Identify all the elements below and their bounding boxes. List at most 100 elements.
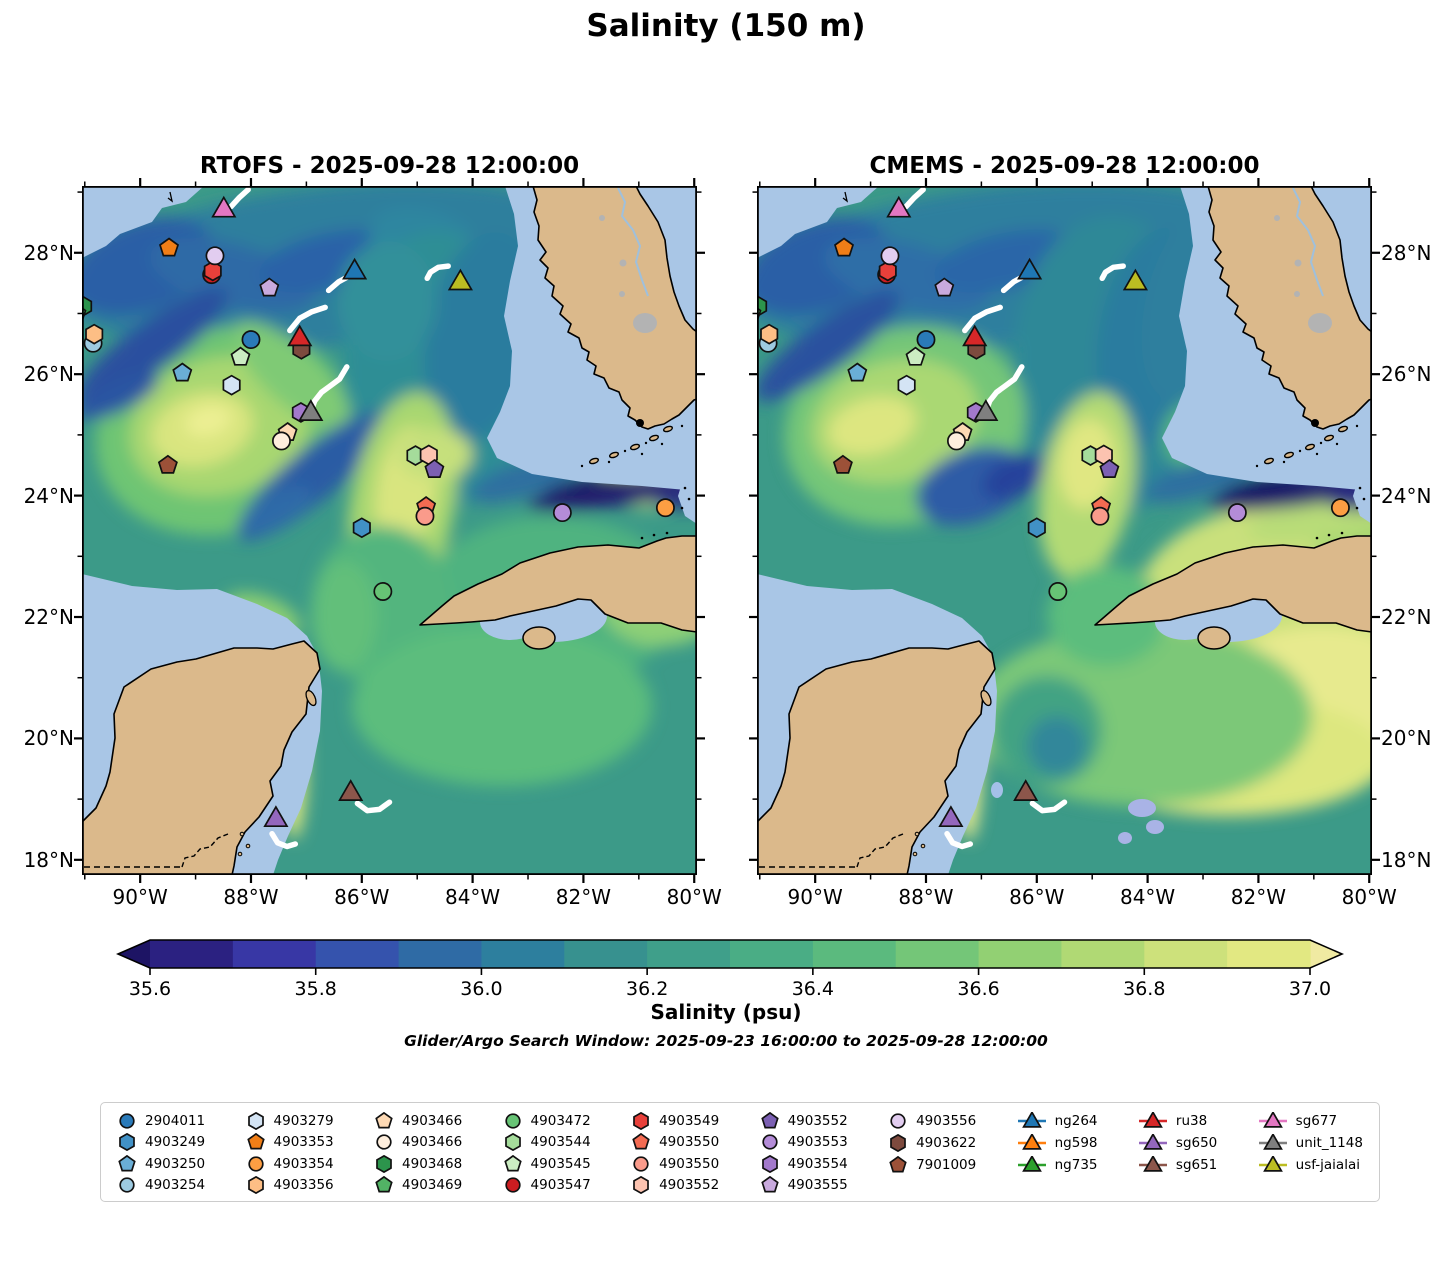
glider-marker-usf-jaialai (447, 268, 473, 291)
legend-circle-icon (504, 1113, 521, 1129)
glider-track-sg677 (228, 186, 251, 210)
legend-label: 4903279 (273, 1112, 334, 1129)
legend-marker-ng735 (1017, 1156, 1046, 1172)
legend-triangle-icon (1143, 1156, 1163, 1172)
colorbar-tick-36.8: 36.8 (1123, 978, 1165, 1000)
legend-marker-4903550 (632, 1133, 650, 1150)
colorbar-tick-36.4: 36.4 (792, 978, 834, 1000)
lon-label-0-88: 88°W (223, 885, 279, 909)
argo-marker-4903549 (878, 260, 897, 282)
legend-hexagon-icon (376, 1154, 392, 1173)
legend-column: ru38 sg650 sg651 (1138, 1110, 1217, 1196)
legend-triangle-icon (1021, 1134, 1042, 1150)
legend-marker-ru38 (1138, 1112, 1167, 1128)
colorbar-tick-37.0: 37.0 (1289, 978, 1331, 1000)
lon-label-0-80: 80°W (666, 885, 722, 909)
legend-item-4903279: 4903279 (246, 1110, 334, 1132)
legend-marker-4903545 (503, 1154, 522, 1172)
glider-track-sg651 (354, 799, 393, 814)
legend-triangle-icon (1262, 1156, 1283, 1172)
colorbar: 35.6 35.8 36.0 36.2 36.4 36.6 36.8 37.0 (116, 939, 1344, 1000)
legend-marker-4903250 (118, 1154, 136, 1172)
map-frame (81, 185, 698, 876)
colorbar-tick-35.6: 35.6 (129, 978, 171, 1000)
legend-pentagon-icon (889, 1156, 907, 1173)
lon-label-1-86: 86°W (1009, 885, 1065, 909)
legend-label: 4903545 (530, 1155, 591, 1172)
legend-item-sg650: sg650 (1138, 1132, 1217, 1154)
legend-item-4903553: 4903553 (760, 1132, 848, 1154)
glider-track-sg650 (269, 830, 299, 850)
argo-marker-4903353 (159, 237, 180, 257)
colorbar-over-arrow (1310, 940, 1342, 968)
legend-marker-4903254 (119, 1177, 135, 1193)
legend-label: 4903553 (787, 1134, 848, 1151)
colorbar-tick-35.8: 35.8 (295, 978, 337, 1000)
argo-marker-4903553 (1227, 503, 1247, 523)
lat-label-left-20: 20°N (23, 726, 74, 751)
legend-column: 4903549 4903550 4903550 4903552 (631, 1110, 719, 1196)
legend-item-4903468: 4903468 (374, 1153, 462, 1175)
map-cmems (749, 178, 1380, 883)
argo-marker-4903550 (1090, 506, 1110, 526)
glider-track-sg677 (903, 186, 926, 210)
argo-marker-2904011 (916, 330, 936, 350)
legend-label: sg651 (1175, 1157, 1218, 1173)
legend-pentagon-icon (632, 1133, 650, 1150)
glider-track-sg650 (944, 830, 974, 850)
legend-hexagon-icon (761, 1154, 778, 1173)
colorbar-under-arrow (118, 940, 150, 968)
glider-marker-sg651 (338, 779, 364, 801)
legend-label: 4903472 (530, 1112, 591, 1129)
legend-marker-sg677 (1258, 1112, 1287, 1128)
legend-item-4903354: 4903354 (246, 1153, 334, 1175)
map-rtofs (74, 178, 705, 883)
lon-label-0-84: 84°W (444, 885, 501, 909)
argo-marker-4903472 (1048, 582, 1068, 601)
lat-label-left-18: 18°N (23, 847, 74, 872)
legend-item-4903472: 4903472 (503, 1110, 591, 1132)
argo-marker-4903250 (847, 362, 868, 382)
legend-triangle-icon (1143, 1112, 1163, 1128)
argo-marker-4903466 (947, 431, 966, 451)
legend-hexagon-icon (119, 1133, 135, 1152)
legend-item-unit_1148: unit_1148 (1258, 1132, 1363, 1154)
legend-marker-4903556 (890, 1113, 906, 1129)
argo-marker-4903279 (222, 374, 241, 396)
glider-track-sg651 (1029, 799, 1068, 814)
legend-hexagon-icon (633, 1176, 649, 1195)
panel-title-cmems: CMEMS - 2025-09-28 12:00:00 (869, 153, 1260, 179)
legend-triangle-icon (1262, 1134, 1283, 1150)
legend-item-4903250: 4903250 (117, 1153, 205, 1175)
argo-marker-4903353 (834, 237, 855, 257)
colorbar-tick-36.2: 36.2 (626, 978, 668, 1000)
glider-track-unit_1148 (309, 364, 350, 412)
argo-marker-4903472 (373, 582, 393, 601)
legend-label: unit_1148 (1295, 1135, 1363, 1151)
lon-label-0-86: 86°W (334, 885, 390, 909)
legend-label: ru38 (1175, 1113, 1208, 1129)
legend-marker-4903353 (246, 1133, 265, 1150)
legend-marker-7901009 (889, 1156, 907, 1173)
legend-item-usf-jaialai: usf-jaialai (1258, 1154, 1363, 1176)
legend-column: 4903466 4903466 4903468 4903469 (374, 1110, 462, 1196)
legend-triangle-icon (1262, 1112, 1283, 1128)
legend-marker-4903622 (890, 1134, 906, 1152)
legend-circle-icon (119, 1177, 135, 1193)
legend-item-4903554: 4903554 (760, 1153, 848, 1175)
legend-label: 4903622 (916, 1135, 977, 1151)
legend-item-7901009: 7901009 (888, 1154, 976, 1176)
legend-label: 4903356 (273, 1177, 334, 1194)
legend-label: 4903249 (145, 1134, 206, 1151)
argo-marker-4903279 (897, 374, 916, 396)
lat-label-right-24: 24°N (1381, 483, 1432, 508)
lat-label-right-20: 20°N (1381, 726, 1432, 751)
legend-marker-4903554 (761, 1154, 778, 1173)
legend-marker-4903547 (504, 1177, 521, 1193)
argo-marker-4903354 (1330, 498, 1350, 518)
legend-label: 4903556 (916, 1113, 977, 1129)
lon-label-1-90: 90°W (787, 885, 843, 909)
legend-item-4903552: 4903552 (631, 1175, 719, 1197)
legend-label: 4903468 (402, 1155, 463, 1172)
legend-item-ng598: ng598 (1017, 1132, 1098, 1154)
